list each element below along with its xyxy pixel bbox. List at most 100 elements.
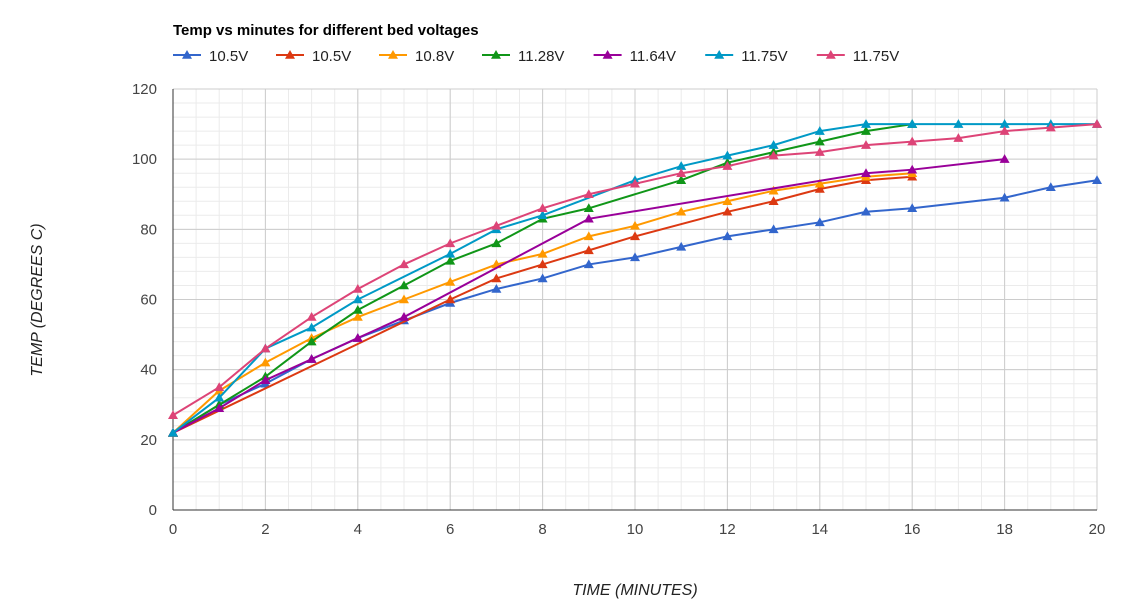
data-point-marker (953, 119, 964, 128)
data-point-marker (676, 175, 687, 184)
data-point-marker (214, 382, 225, 391)
axis-ticks: 0 2 4 6 8 10 12 14 16 18 20 0 20 40 60 80 100 120 (132, 81, 1105, 538)
data-point-marker (352, 283, 363, 293)
data-point-marker (352, 294, 363, 304)
data-point-marker (214, 392, 225, 402)
y-tick-label: 20 (140, 432, 157, 449)
chart-title: Temp vs minutes for different bed voltag… (173, 22, 479, 39)
data-point-marker (399, 280, 409, 290)
data-point-marker (1045, 122, 1056, 132)
data-point-marker (722, 150, 733, 160)
data-point-marker (445, 248, 456, 258)
data-point-marker (1092, 119, 1102, 128)
series-group (168, 119, 1102, 437)
data-point-marker (999, 192, 1010, 202)
data-point-marker (1045, 182, 1056, 191)
legend-item: 11.28V (482, 48, 564, 65)
legend-marker-icon (714, 50, 725, 59)
legend-item: 10.8V (379, 48, 454, 65)
data-point-marker (999, 154, 1010, 163)
data-point-marker (630, 252, 640, 262)
data-point-marker (399, 294, 409, 304)
series-10-5V (168, 171, 918, 437)
data-point-marker (537, 273, 548, 283)
y-axis-label: TEMP (DEGREES C) (29, 223, 46, 376)
legend-label: 11.64V (630, 48, 676, 65)
data-point-marker (583, 259, 594, 269)
data-point-marker (491, 273, 502, 283)
data-point-marker (537, 210, 548, 220)
data-point-marker (861, 168, 871, 177)
data-point-marker (999, 126, 1010, 135)
data-point-marker (214, 403, 225, 413)
data-point-marker (168, 427, 178, 437)
data-point-marker (676, 161, 687, 170)
data-point-marker (814, 178, 825, 188)
x-tick-label: 10 (627, 521, 644, 538)
legend-item: 11.64V (593, 48, 676, 65)
legend-marker-icon (182, 50, 192, 59)
legend-label: 10.8V (415, 48, 454, 65)
data-point-marker (537, 248, 548, 258)
data-point-marker (999, 119, 1010, 128)
y-tick-label: 120 (132, 81, 157, 98)
x-tick-label: 6 (446, 521, 454, 538)
data-point-marker (352, 333, 363, 342)
legend-marker-icon (491, 50, 501, 59)
legend-label: 11.75V (741, 48, 787, 65)
data-point-marker (306, 312, 317, 321)
data-point-marker (491, 283, 502, 293)
data-point-marker (399, 312, 409, 321)
data-point-marker (306, 354, 317, 363)
data-point-marker (676, 241, 687, 251)
legend: 10.5V 10.5V 10.8V 11.28V 11.64V 11.75V 11.75V (173, 48, 899, 65)
legend-item: 11.75V (816, 48, 899, 65)
legend-label: 10.5V (312, 48, 351, 65)
legend-item: 10.5V (276, 48, 351, 65)
data-point-marker (814, 183, 825, 193)
data-point-marker (352, 312, 363, 321)
data-point-marker (953, 133, 964, 142)
series-line (172, 158, 1005, 434)
data-point-marker (168, 410, 178, 420)
series-line (172, 123, 913, 434)
legend-label: 10.5V (209, 48, 248, 65)
data-point-marker (630, 220, 640, 230)
x-tick-label: 4 (354, 521, 362, 538)
data-point-marker (907, 136, 918, 146)
data-point-marker (445, 255, 456, 265)
data-point-marker (814, 217, 825, 227)
data-point-marker (722, 161, 733, 170)
legend-marker-icon (825, 50, 836, 59)
data-point-marker (768, 150, 779, 160)
data-point-marker (861, 140, 871, 149)
data-point-marker (491, 220, 502, 230)
data-point-marker (352, 305, 363, 314)
legend-item: 11.75V (705, 48, 788, 65)
data-point-marker (630, 178, 640, 188)
data-point-marker (306, 322, 317, 332)
data-point-marker (260, 357, 271, 367)
x-tick-label: 14 (811, 521, 828, 538)
data-point-marker (676, 206, 687, 216)
data-point-marker (583, 245, 594, 255)
data-point-marker (583, 213, 594, 223)
x-tick-label: 0 (169, 521, 177, 538)
data-point-marker (722, 206, 733, 216)
data-point-marker (861, 126, 871, 135)
data-point-marker (583, 231, 594, 241)
data-point-marker (861, 119, 871, 128)
data-point-marker (907, 119, 918, 128)
data-point-marker (630, 231, 640, 241)
x-tick-label: 18 (996, 521, 1013, 538)
data-point-marker (814, 126, 825, 135)
data-point-marker (491, 238, 502, 248)
series-11-75V (168, 119, 1102, 420)
legend-label: 11.28V (518, 48, 564, 65)
x-tick-label: 20 (1089, 521, 1106, 538)
data-point-marker (907, 203, 918, 213)
data-point-marker (445, 294, 456, 304)
data-point-marker (722, 231, 733, 241)
